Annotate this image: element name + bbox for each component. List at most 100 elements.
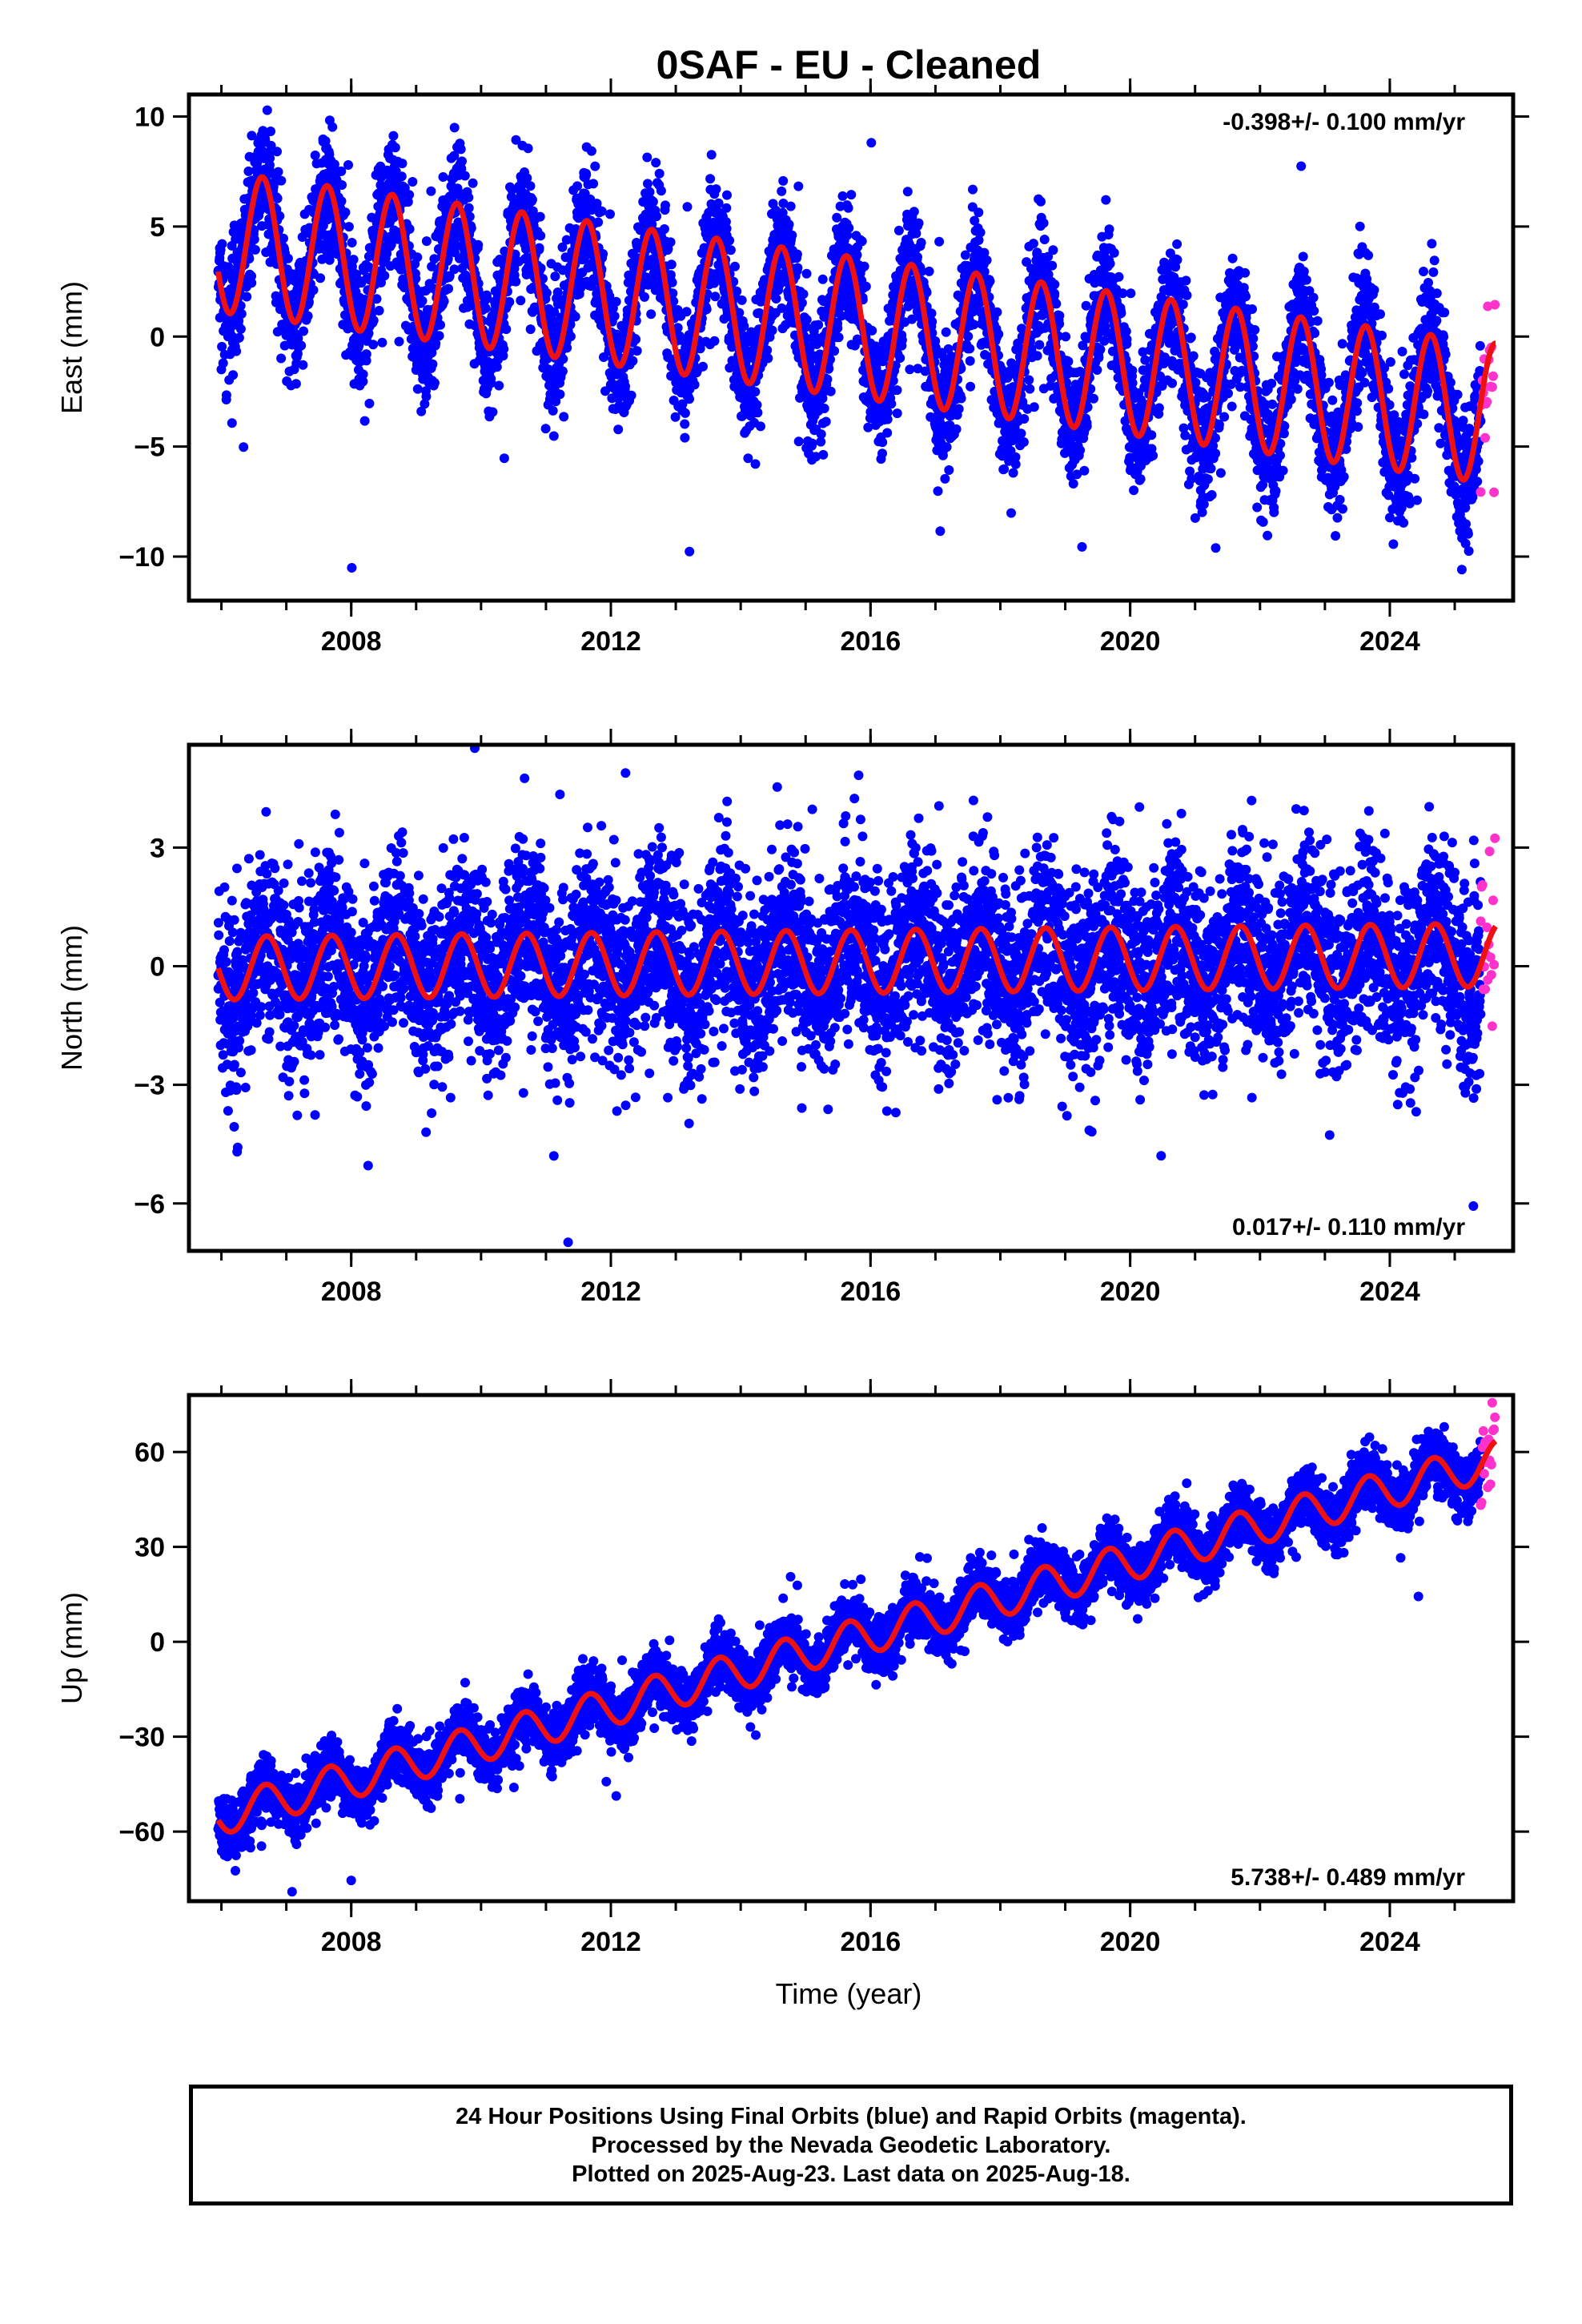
east-final-point [821, 416, 831, 427]
east-final-point [558, 265, 568, 275]
east-final-point [404, 190, 415, 200]
east-final-point [1099, 336, 1110, 346]
east-final-point [266, 140, 276, 151]
east-final-point [1105, 259, 1115, 269]
east-final-point [866, 138, 877, 148]
east-final-point [1077, 541, 1087, 552]
east-final-point [711, 184, 721, 195]
east-final-point [730, 261, 740, 271]
east-final-point [698, 361, 708, 372]
east-final-point [358, 369, 368, 380]
east-final-point [829, 346, 840, 356]
east-final-point [784, 219, 794, 230]
east-final-point [590, 161, 600, 171]
east-final-point [721, 203, 732, 213]
east-final-point [954, 404, 964, 414]
east-final-point [793, 181, 804, 191]
east-final-point [895, 353, 905, 363]
east-final-point [522, 173, 532, 183]
east-final-point [793, 263, 803, 273]
east-final-point [272, 147, 282, 157]
east-final-point [852, 250, 862, 260]
east-final-point [1010, 459, 1021, 469]
east-final-point [722, 190, 732, 200]
east-final-point [665, 237, 676, 247]
east-final-point [534, 243, 544, 253]
east-final-point [1154, 403, 1164, 413]
east-final-point [562, 343, 572, 353]
east-final-point [426, 186, 436, 196]
east-final-point [1181, 275, 1191, 286]
east-final-point [421, 236, 432, 247]
east-final-point [368, 316, 379, 326]
east-final-point [464, 203, 474, 213]
east-final-point [756, 421, 765, 432]
east-final-point [296, 340, 307, 351]
east-final-point [710, 292, 721, 302]
east-final-point [685, 546, 695, 557]
east-final-point [1129, 485, 1139, 496]
east-final-point [832, 212, 842, 223]
east-final-point [329, 159, 339, 170]
east-final-point [347, 238, 357, 247]
east-final-point [456, 144, 466, 155]
east-final-point [390, 54, 400, 64]
east-final-point [859, 261, 869, 271]
east-final-point [1063, 356, 1074, 367]
east-final-point [217, 341, 227, 352]
east-final-point [985, 276, 995, 287]
east-final-point [613, 424, 624, 435]
east-final-point [550, 271, 560, 282]
east-final-point [1025, 384, 1035, 394]
east-final-point [801, 268, 812, 279]
east-final-point [492, 362, 502, 372]
east-final-point [1050, 279, 1060, 290]
east-final-point [951, 424, 962, 434]
east-final-point [797, 298, 807, 308]
east-final-point [374, 305, 384, 316]
east-final-point [680, 432, 690, 443]
east-final-point [429, 254, 440, 264]
east-final-point [291, 379, 301, 389]
east-final-point [449, 151, 460, 161]
east-final-point [266, 127, 275, 136]
east-final-point [659, 224, 669, 234]
east-final-point [411, 273, 421, 283]
east-final-point [652, 211, 662, 222]
east-final-point [974, 207, 984, 218]
east-final-point [480, 304, 491, 313]
east-final-point [536, 231, 546, 241]
east-final-point [231, 346, 242, 356]
east-final-point [348, 255, 359, 265]
east-final-point [1109, 247, 1119, 258]
east-final-point [394, 336, 404, 347]
east-final-point [816, 429, 826, 440]
east-final-point [528, 206, 538, 216]
east-final-point [275, 211, 285, 221]
east-final-point [792, 249, 802, 259]
east-final-point [327, 122, 338, 132]
east-final-point [963, 332, 974, 342]
east-final-point [228, 370, 239, 380]
east-final-point [661, 200, 670, 211]
east-final-point [1089, 393, 1098, 404]
east-final-point [725, 235, 735, 246]
east-final-point [398, 274, 408, 284]
east-final-point [763, 353, 773, 364]
east-final-point [654, 168, 665, 179]
east-final-point [337, 180, 347, 190]
east-final-point [632, 346, 642, 356]
east-final-point [767, 325, 777, 336]
east-final-point [609, 311, 620, 321]
east-final-point [680, 408, 690, 418]
east-final-point [308, 285, 319, 296]
east-final-point [762, 345, 773, 356]
east-final-point [667, 277, 677, 287]
east-final-point [340, 207, 351, 218]
east-final-point [511, 276, 521, 287]
east-final-point [1101, 195, 1111, 205]
east-final-point [968, 184, 978, 195]
east-final-point [798, 289, 809, 300]
